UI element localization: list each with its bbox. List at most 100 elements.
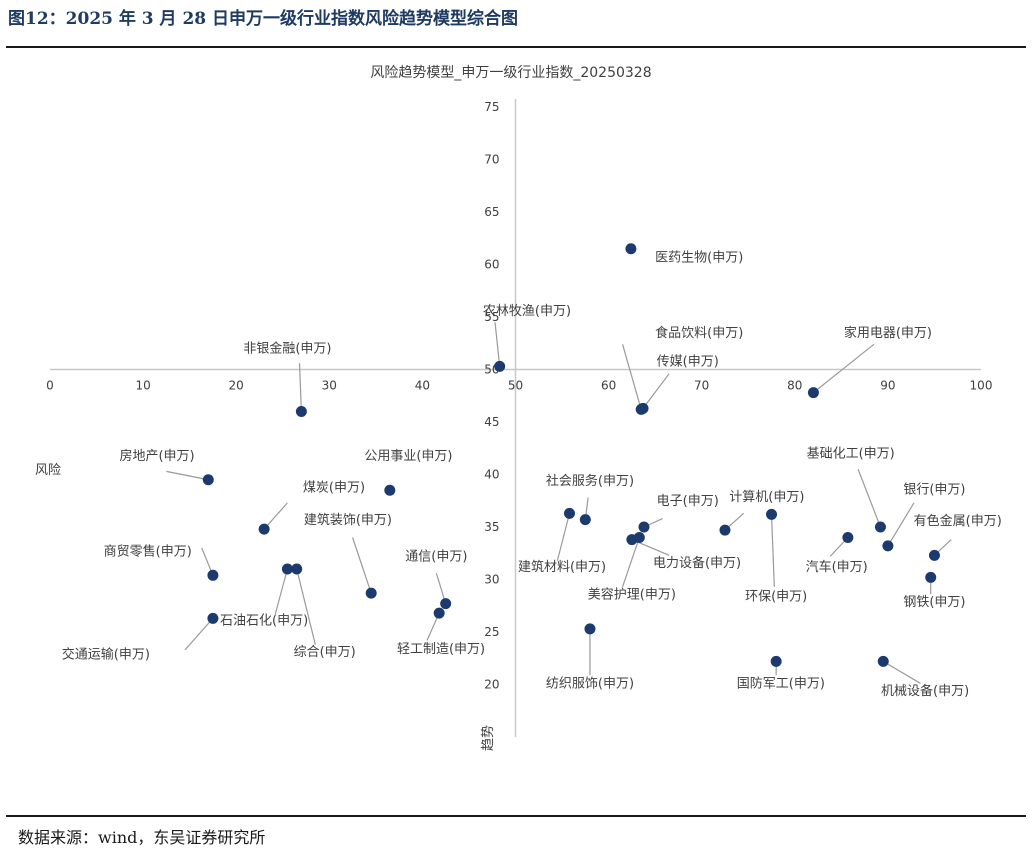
leader-line [494,322,501,367]
data-label: 计算机(申万) [729,490,804,505]
data-label: 建筑装饰(申万) [304,512,392,528]
data-point [633,532,645,543]
x-tick-label: 50 [508,379,523,393]
data-label: 电子(申万) [657,494,719,509]
y-tick-label: 40 [484,468,499,482]
leader-lines [166,322,952,684]
data-label: 传媒(申万) [657,354,719,369]
leader-line [263,502,288,530]
x-tick-label: 10 [135,379,150,393]
data-label: 社会服务(申万) [546,473,634,489]
data-label: 食品饮料(申万) [655,325,743,341]
y-tick-label: 35 [484,520,499,534]
data-label: 煤炭(申万) [303,480,365,495]
leader-line [274,568,288,615]
data-point [295,406,307,417]
x-tick-label: 20 [229,379,244,393]
leader-line [556,513,571,561]
y-tick-label: 75 [484,100,499,114]
y-tick-label: 55 [484,310,499,324]
bottom-rule [6,815,1026,817]
data-points [202,243,940,667]
leader-line [621,537,640,588]
data-label: 有色金属(申万) [914,513,1002,529]
data-point [291,563,303,575]
leader-line [882,660,921,684]
data-point [579,514,591,526]
data-point [877,655,889,667]
data-label: 汽车(申万) [806,559,868,575]
data-label: 商贸零售(申万) [104,543,192,559]
data-point [207,569,219,581]
data-label: 交通运输(申万) [62,646,150,662]
data-point [281,563,293,575]
data-point [638,521,650,533]
data-labels: 医药生物(申万) 农林牧渔(申万) 食品饮料(申万) 传媒(申万) 家用电器(申万) 非银… [62,250,1002,699]
data-point [625,243,637,255]
data-point [440,598,452,610]
x-axis-label: 风险 [35,463,61,478]
data-point [766,508,778,520]
y-tick-label: 65 [484,205,499,219]
data-point [207,612,219,624]
data-label: 环保(申万) [745,590,807,605]
data-label: 石油石化(申万) [220,614,308,629]
leader-line [184,617,214,651]
data-label: 国防军工(申万) [737,676,825,692]
x-tick-label: 90 [880,379,895,393]
data-point [563,507,575,519]
leader-line [813,343,875,394]
data-label: 公用事业(申万) [364,449,452,464]
data-label: 纺织服饰(申万) [546,677,634,692]
data-label: 基础化工(申万) [807,447,895,462]
y-tick-label: 20 [484,678,499,692]
data-point [494,360,506,372]
data-point [365,587,377,599]
data-point [842,532,854,543]
x-tick-label: 0 [46,379,54,393]
x-tick-label: 30 [322,379,337,393]
data-label: 电力设备(申万) [653,555,741,571]
y-tick-label: 70 [484,153,499,167]
x-tick-label: 60 [601,379,616,393]
data-point [202,474,214,486]
data-label: 钢铁(申万) [903,595,965,610]
y-tick-label: 25 [484,625,499,639]
data-point [882,540,894,552]
leader-line [621,344,642,410]
data-label: 医药生物(申万) [655,250,743,265]
data-label: 家用电器(申万) [844,325,932,341]
x-tick-label: 70 [694,379,709,393]
data-label: 通信(申万) [405,550,467,565]
data-label: 综合(申万) [294,645,356,660]
risk-trend-scatter-chart: 风险趋势模型_申万一级行业指数_20250328 0 10 20 30 40 50 60 70… [35,65,1002,751]
data-point [384,484,396,496]
leader-line [642,373,670,409]
data-point [433,607,445,619]
data-point [258,523,270,535]
data-point [807,387,819,399]
leader-line [296,568,316,645]
axes: 0 10 20 30 40 50 60 70 80 90 100202530354045505560… [46,99,992,737]
data-point [719,524,731,536]
data-point [584,623,596,635]
x-tick-label: 40 [415,379,430,393]
top-rule [6,46,1026,48]
data-label: 机械设备(申万) [881,683,969,699]
data-label: 非银金融(申万) [243,341,331,357]
data-label: 轻工制造(申万) [397,642,485,657]
leader-line [770,514,775,587]
y-axis-label: 趋势 [480,725,496,751]
y-tick-label: 60 [484,258,499,272]
data-label: 美容护理(申万) [588,586,676,602]
data-point [874,521,886,533]
leader-line [166,470,209,481]
data-label: 银行(申万) [903,482,965,497]
source-note: 数据来源：wind，东吴证券研究所 [18,828,266,847]
data-point [928,549,940,561]
figure-title: 图12：2025 年 3 月 28 日申万一级行业指数风险趋势模型综合图 [8,9,519,29]
leader-line [298,363,302,412]
y-tick-label: 30 [484,573,499,587]
data-label: 房地产(申万) [119,448,194,464]
x-tick-label: 100 [970,379,993,393]
